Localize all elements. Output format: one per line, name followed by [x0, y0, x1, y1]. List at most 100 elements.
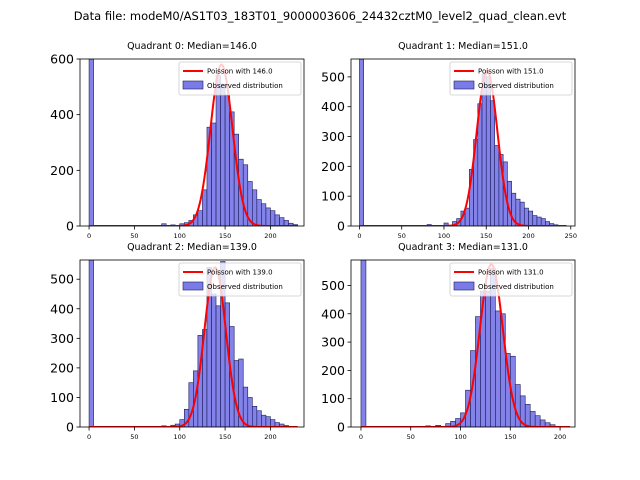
histogram-bar [215, 305, 221, 427]
legend-observed-label: Observed distribution [207, 283, 283, 291]
x-tick-label: 200 [522, 232, 534, 240]
x-tick-label: 150 [504, 433, 516, 441]
legend-poisson-label: Poisson with 151.0 [478, 68, 544, 76]
histogram-bar [443, 222, 449, 226]
histogram-bar [261, 203, 267, 226]
x-tick-label: 0 [359, 433, 363, 441]
y-tick-label: 300 [321, 129, 345, 144]
quadrant-panel-3: 0 50 100 150 200 0 100 200 300 400 500 Quadrant 3: … [321, 242, 576, 441]
legend-poisson-label: Poisson with 131.0 [478, 269, 544, 277]
y-tick-label: 600 [50, 52, 74, 67]
x-tick-label: 100 [438, 232, 450, 240]
panel-title: Quadrant 2: Median=139.0 [127, 242, 257, 253]
plot-area [88, 260, 298, 427]
y-tick-label: 500 [50, 272, 74, 287]
histogram-bar [494, 145, 500, 226]
histogram-bar [524, 404, 531, 427]
histogram-bar [270, 210, 276, 226]
quadrant-panel-0: 0 50 100 150 200 0 200 400 600 Quadrant 0: Median… [50, 41, 305, 240]
y-tick-label: 500 [321, 69, 345, 84]
histogram-bar [252, 189, 258, 226]
quadrant-panel-1: 0 50 100 150 200 250 0 100 200 300 400 500 Quadrant … [321, 41, 577, 240]
histogram-bar [224, 94, 230, 226]
histogram-bar [161, 223, 167, 226]
x-tick-label: 0 [87, 232, 91, 240]
y-tick-label: 0 [66, 420, 74, 435]
y-tick-label: 500 [321, 278, 345, 293]
legend-observed-label: Observed distribution [207, 82, 283, 90]
histogram-bar [485, 76, 491, 226]
histogram-bar [536, 216, 542, 226]
histogram-bar [88, 260, 94, 427]
histogram-bar [188, 382, 194, 427]
legend-box [178, 262, 302, 297]
histogram-bar [211, 293, 217, 427]
x-tick-label: 150 [219, 433, 231, 441]
x-tick-label: 50 [407, 433, 415, 441]
quadrant-panel-2: 0 50 100 150 200 0 100 200 300 400 500 Quadrant 2: … [50, 242, 305, 441]
x-tick-label: 100 [454, 433, 466, 441]
histogram-bar [211, 122, 217, 226]
y-tick-label: 100 [50, 390, 74, 405]
y-tick-label: 200 [50, 360, 74, 375]
figure-suptitle: Data file: modeM0/AS1T03_183T01_90000036… [74, 9, 567, 23]
legend-poisson-label: Poisson with 139.0 [207, 269, 273, 277]
y-tick-label: 400 [321, 306, 345, 321]
legend-bar-swatch [182, 80, 204, 90]
y-tick-label: 300 [50, 331, 74, 346]
histogram-bar [202, 189, 208, 226]
legend: Poisson with 139.0 Observed distribution [178, 262, 302, 297]
y-tick-label: 0 [66, 219, 74, 234]
x-tick-label: 0 [87, 433, 91, 441]
histogram-bar [540, 218, 546, 226]
legend-box [449, 61, 573, 96]
x-tick-label: 0 [357, 232, 361, 240]
legend-poisson-label: Poisson with 146.0 [207, 68, 273, 76]
y-tick-label: 200 [321, 159, 345, 174]
x-tick-label: 150 [480, 232, 492, 240]
histogram-bar [464, 207, 470, 226]
legend: Poisson with 151.0 Observed distribution [449, 61, 573, 96]
legend-bar-swatch [453, 80, 475, 90]
histogram-bar [490, 100, 496, 226]
x-tick-label: 150 [219, 232, 231, 240]
histogram-bar [523, 207, 529, 226]
y-tick-label: 0 [337, 420, 345, 435]
y-tick-label: 400 [50, 301, 74, 316]
panel-title: Quadrant 3: Median=131.0 [398, 242, 528, 253]
panel-title: Quadrant 1: Median=151.0 [398, 41, 528, 52]
y-tick-label: 400 [321, 99, 345, 114]
histogram-bar [242, 386, 249, 427]
x-tick-label: 200 [264, 232, 276, 240]
histogram-bar [256, 410, 262, 427]
histogram-bar [88, 59, 94, 226]
axes-frame [79, 259, 305, 428]
y-tick-label: 300 [321, 335, 345, 350]
histogram-bar [532, 215, 538, 226]
y-tick-label: 200 [50, 163, 74, 178]
histogram-bar [528, 210, 534, 226]
histogram-bar [247, 397, 253, 427]
legend-bar-swatch [453, 281, 475, 291]
histogram-bar [265, 207, 271, 226]
x-tick-label: 50 [130, 433, 138, 441]
y-tick-label: 100 [321, 391, 345, 406]
histogram-bar [279, 217, 285, 226]
histogram-bar [481, 73, 487, 226]
legend-bar-swatch [182, 281, 204, 291]
histogram-bar [274, 214, 280, 226]
legend-observed-label: Observed distribution [478, 283, 554, 291]
legend-observed-label: Observed distribution [478, 82, 554, 90]
legend-box [178, 61, 302, 96]
x-tick-label: 200 [554, 433, 566, 441]
x-tick-label: 100 [174, 232, 186, 240]
histogram-bar [485, 290, 491, 427]
histogram-bar [215, 75, 221, 226]
y-tick-label: 200 [321, 363, 345, 378]
panel-title: Quadrant 0: Median=146.0 [127, 41, 257, 52]
x-tick-label: 200 [264, 433, 276, 441]
x-tick-label: 50 [130, 232, 138, 240]
histogram-bar [519, 201, 525, 226]
histogram-bar [252, 406, 258, 427]
